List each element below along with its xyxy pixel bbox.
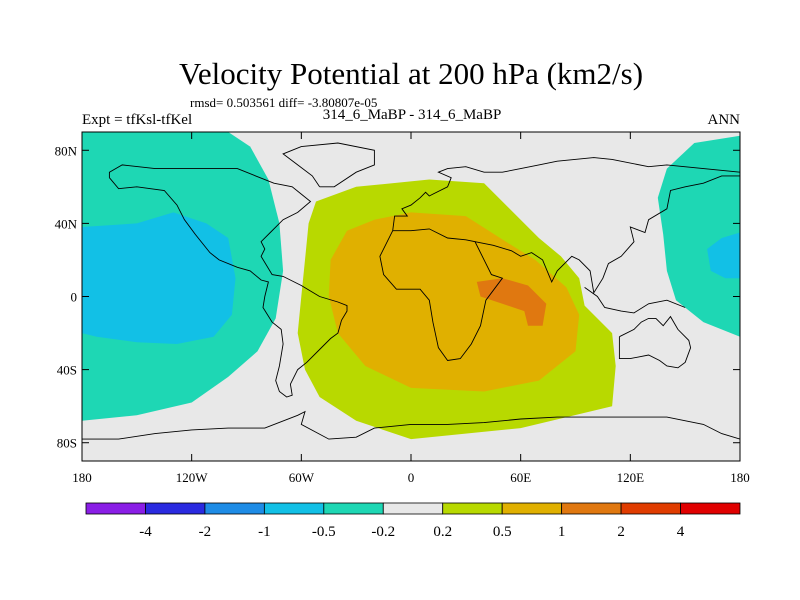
case-label: 314_6_MaBP - 314_6_MaBP bbox=[323, 107, 502, 123]
colorbar: -4 -2 -1 -0.5 -0.2 0.2 0.5 1 2 4 bbox=[85, 502, 741, 540]
colorbar-level-label: 1 bbox=[558, 524, 566, 540]
colorbar-level-label: 4 bbox=[677, 524, 685, 540]
x-tick-label: 60W bbox=[289, 470, 315, 485]
map-plot-area bbox=[81, 131, 741, 462]
colorbar-level-label: -2 bbox=[199, 524, 212, 540]
y-tick-label: 80N bbox=[55, 143, 78, 158]
y-tick-label: 0 bbox=[71, 290, 78, 305]
stats-label: rmsd= 0.503561 diff= -3.80807e-05 bbox=[190, 95, 377, 110]
colorbar-swatch bbox=[561, 502, 622, 515]
y-tick-label: 80S bbox=[57, 436, 77, 451]
colorbar-level-label: 0.2 bbox=[433, 524, 452, 540]
x-tick-label: 60E bbox=[510, 470, 531, 485]
map-axes: 180 120W 60W 0 60E 120E 180 80N 40N 0 40S 80S bbox=[55, 132, 750, 485]
positive-0.5-region bbox=[328, 212, 580, 392]
coastline-africa-eurasia bbox=[379, 228, 504, 361]
colorbar-level-label: -0.2 bbox=[371, 524, 395, 540]
colorbar-level-label: -0.5 bbox=[312, 524, 336, 540]
colorbar-level-label: 0.5 bbox=[493, 524, 512, 540]
x-tick-label: 120W bbox=[176, 470, 209, 485]
negative-0.5-west-region bbox=[82, 212, 236, 344]
colorbar-swatch bbox=[620, 502, 681, 515]
x-tick-label: 120E bbox=[617, 470, 645, 485]
colorbar-swatch bbox=[145, 502, 206, 515]
colorbar-swatch bbox=[501, 502, 563, 515]
x-tick-label: 0 bbox=[408, 470, 415, 485]
colorbar-level-label: 2 bbox=[617, 524, 625, 540]
coastline-greenland bbox=[282, 142, 375, 188]
colorbar-level-label: -4 bbox=[139, 524, 152, 540]
y-tick-label: 40S bbox=[57, 363, 77, 378]
experiment-label: Expt = tfKsl-tfKel bbox=[82, 112, 192, 128]
negative-0.2-east-region bbox=[657, 135, 740, 337]
colorbar-swatch bbox=[85, 502, 146, 515]
colorbar-swatch bbox=[263, 502, 325, 515]
colorbar-swatch bbox=[382, 502, 444, 515]
coastline-north-america bbox=[108, 164, 348, 398]
chart-title: Velocity Potential at 200 hPa (km2/s) bbox=[179, 56, 643, 91]
positive-1-region bbox=[476, 278, 547, 326]
coastline-arabia-asia bbox=[474, 175, 740, 295]
colorbar-swatch bbox=[680, 502, 741, 515]
negative-0.5-east-region bbox=[707, 232, 740, 279]
coastline-antarctica bbox=[82, 410, 740, 440]
coastline-australia bbox=[618, 315, 692, 369]
colorbar-swatch bbox=[323, 502, 384, 515]
x-tick-label: 180 bbox=[730, 470, 750, 485]
x-tick-label: 180 bbox=[72, 470, 92, 485]
season-label: ANN bbox=[708, 112, 741, 128]
colorbar-swatch bbox=[442, 502, 503, 515]
coastline-indonesia bbox=[584, 287, 686, 314]
y-tick-label: 40N bbox=[55, 216, 78, 231]
coastline-europe bbox=[392, 157, 740, 231]
colorbar-level-label: -1 bbox=[258, 524, 271, 540]
colorbar-swatch bbox=[204, 502, 265, 515]
